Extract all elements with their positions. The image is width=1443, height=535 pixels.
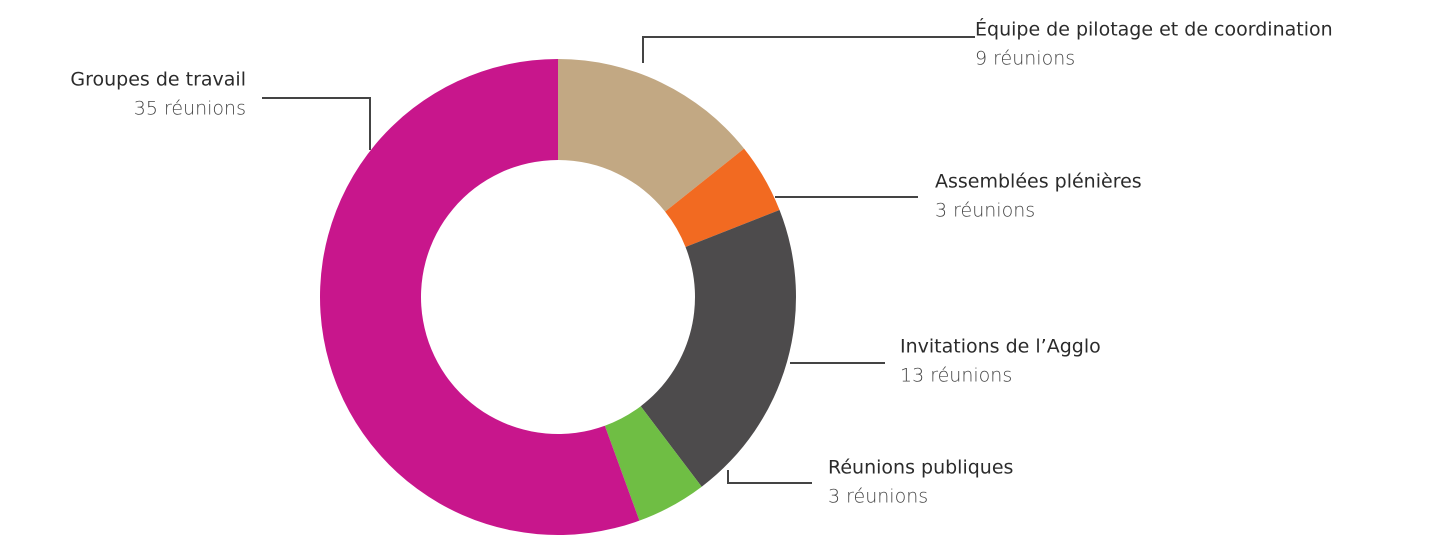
slice xyxy=(558,59,745,212)
slice xyxy=(640,210,796,487)
slice xyxy=(320,59,640,535)
slice xyxy=(665,148,780,247)
slice-label: Réunions publiques xyxy=(828,457,1013,479)
value-label: 13 réunions xyxy=(900,365,1012,387)
leader-line xyxy=(642,36,975,63)
slice-label: Assemblées plénières xyxy=(935,171,1142,193)
value-label: 3 réunions xyxy=(828,486,928,508)
value-label: 35 réunions xyxy=(134,98,246,120)
value-label: 3 réunions xyxy=(935,200,1035,222)
slice xyxy=(604,406,702,521)
leader-line xyxy=(262,97,371,150)
slice-label: Équipe de pilotage et de coordination xyxy=(975,18,1333,41)
leader-line xyxy=(727,470,812,484)
value-label: 9 réunions xyxy=(975,48,1075,70)
slice-label: Groupes de travail xyxy=(70,69,246,91)
slice-label: Invitations de l’Agglo xyxy=(900,336,1101,358)
